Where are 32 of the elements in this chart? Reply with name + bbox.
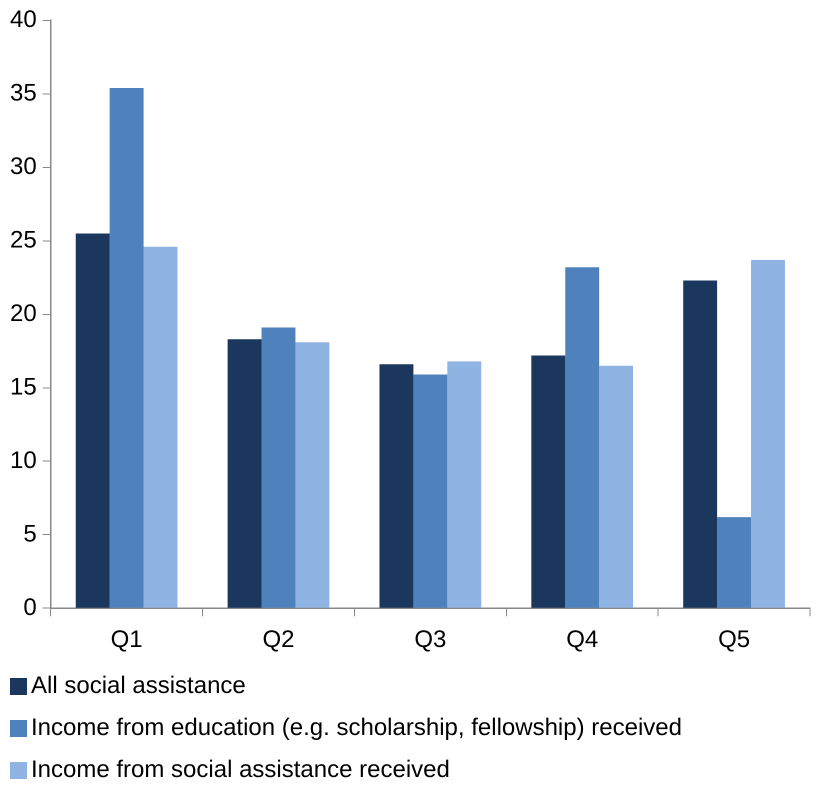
y-tick-label: 40 [10,6,37,34]
bar [228,339,262,608]
legend-label: Income from education (e.g. scholarship, fellowship) received [31,714,682,742]
x-tick-label: Q5 [718,626,750,654]
bar [295,342,330,608]
bar [76,233,110,608]
x-tick-label: Q3 [414,626,446,654]
y-tick-label: 20 [10,300,37,327]
bar [144,246,178,608]
bar [379,364,414,608]
legend-label: Income from social assistance received [31,756,450,784]
bar [683,280,718,608]
y-tick-label: 25 [10,226,37,254]
y-tick-label: 15 [10,373,37,400]
bar [447,361,482,608]
bar [413,374,448,608]
bar [531,355,566,608]
y-tick-label: 35 [10,80,37,106]
bar [110,88,144,608]
y-tick-label: 10 [10,446,37,474]
y-tick-label: 0 [23,594,37,621]
y-tick-label: 30 [10,152,37,180]
bar [262,328,296,608]
bar [751,260,785,608]
bar [599,366,634,608]
x-tick-label: Q4 [566,626,598,654]
x-tick-label: Q2 [262,626,294,654]
y-tick-label: 5 [23,520,37,548]
x-tick-label: Q1 [110,626,143,654]
bar [717,517,752,608]
bar [565,267,600,608]
legend-label: All social assistance [31,672,246,700]
